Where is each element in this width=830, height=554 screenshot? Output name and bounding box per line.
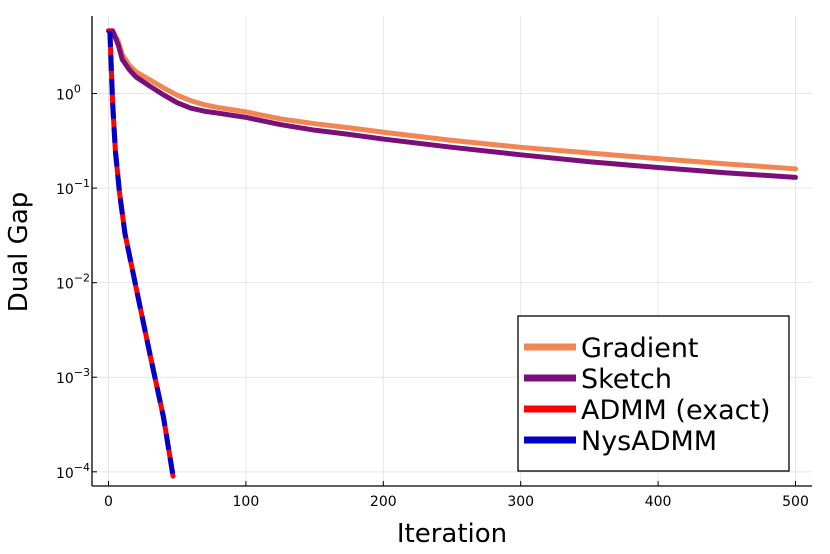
axes xyxy=(91,16,812,487)
legend-label-nysadmm: NysADMM xyxy=(581,426,717,457)
y-tick-label: 10−2 xyxy=(56,272,90,293)
y-axis-title: Dual Gap xyxy=(4,192,34,313)
y-tick-label: 100 xyxy=(56,83,81,104)
legend-label-gradient: Gradient xyxy=(581,333,699,364)
x-tick-label: 100 xyxy=(233,494,260,510)
legend-label-admm-exact: ADMM (exact) xyxy=(581,395,771,426)
x-tick-label: 400 xyxy=(645,494,672,510)
y-tick-label: 10−3 xyxy=(56,366,90,387)
x-tick-label: 300 xyxy=(507,494,534,510)
ticks: 0 100 200 300 400 500 100 10−1 10−2 10−3 10−4 xyxy=(56,83,809,510)
y-tick-label: 10−4 xyxy=(56,461,90,482)
series-line-sketch xyxy=(105,28,799,180)
series-line-gradient xyxy=(105,28,799,172)
x-tick-label: 500 xyxy=(782,494,809,510)
legend-label-sketch: Sketch xyxy=(581,364,672,395)
legend-box xyxy=(517,315,790,472)
x-tick-label: 200 xyxy=(370,494,397,510)
y-tick-label: 10−1 xyxy=(56,177,90,198)
series-line-nysadmm xyxy=(107,30,176,477)
series-layer xyxy=(105,28,799,479)
x-axis-title: Iteration xyxy=(397,519,507,549)
x-tick-label: 0 xyxy=(104,494,113,510)
